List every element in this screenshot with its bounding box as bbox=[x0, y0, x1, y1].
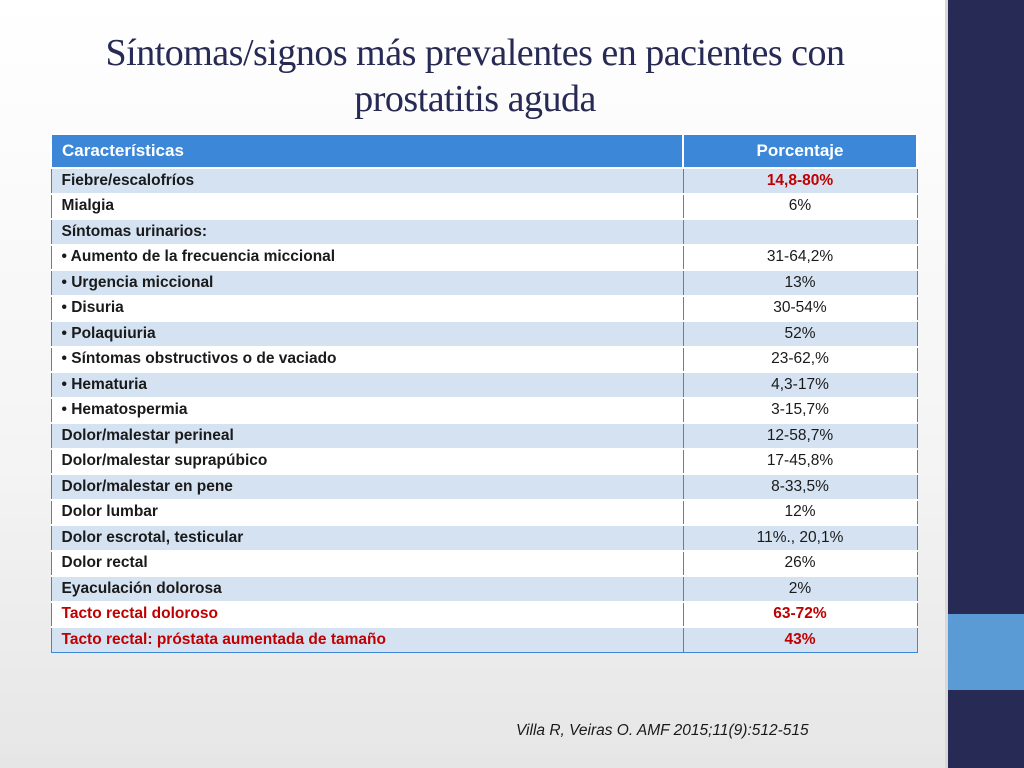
table-row: Tacto rectal doloroso 63-72% bbox=[50, 600, 918, 628]
row-percentage: 8-33,5% bbox=[682, 473, 918, 501]
row-percentage: 12% bbox=[682, 498, 918, 526]
table-row: Dolor/malestar perineal 12-58,7% bbox=[50, 422, 918, 450]
row-percentage: 17-45,8% bbox=[682, 447, 918, 475]
citation-reference: Villa R, Veiras O. AMF 2015;11(9):512-51… bbox=[516, 722, 809, 739]
table-row: Dolor/malestar en pene 8-33,5% bbox=[50, 473, 918, 501]
table-row: Eyaculación dolorosa 2% bbox=[50, 575, 918, 603]
table-row: Dolor rectal 26% bbox=[50, 549, 918, 577]
row-percentage: 6% bbox=[682, 192, 918, 220]
table-row: • Síntomas obstructivos o de vaciado 23-6… bbox=[50, 345, 918, 373]
row-characteristic: Tacto rectal: próstata aumentada de tama… bbox=[50, 626, 684, 653]
table-row: • Disuria 30-54% bbox=[50, 294, 918, 322]
table-row: Síntomas urinarios: bbox=[50, 218, 918, 246]
table-row: • Hematospermia 3-15,7% bbox=[50, 396, 918, 424]
row-characteristic: Dolor escrotal, testicular bbox=[50, 524, 684, 552]
row-percentage: 14,8-80% bbox=[682, 167, 918, 195]
table-row: • Urgencia miccional 13% bbox=[50, 269, 918, 297]
row-characteristic: Síntomas urinarios: bbox=[50, 218, 684, 246]
row-characteristic: Mialgia bbox=[50, 192, 684, 220]
symptoms-table-container: Características Porcentaje Fiebre/escalo… bbox=[50, 133, 918, 653]
row-characteristic: • Síntomas obstructivos o de vaciado bbox=[50, 345, 684, 373]
table-row: Fiebre/escalofríos 14,8-80% bbox=[50, 167, 918, 195]
row-characteristic: Tacto rectal doloroso bbox=[50, 600, 684, 628]
row-characteristic: • Aumento de la frecuencia miccional bbox=[50, 243, 684, 271]
sidebar-edge bbox=[945, 0, 948, 768]
row-characteristic: Dolor rectal bbox=[50, 549, 684, 577]
row-percentage: 52% bbox=[682, 320, 918, 348]
row-percentage: 31-64,2% bbox=[682, 243, 918, 271]
row-characteristic: • Hematospermia bbox=[50, 396, 684, 424]
slide-title: Síntomas/signos más prevalentes en pacie… bbox=[105, 32, 846, 120]
row-percentage: 26% bbox=[682, 549, 918, 577]
row-characteristic: • Hematuria bbox=[50, 371, 684, 399]
row-percentage: 4,3-17% bbox=[682, 371, 918, 399]
table-row: • Hematuria 4,3-17% bbox=[50, 371, 918, 399]
table-row: Dolor lumbar 12% bbox=[50, 498, 918, 526]
row-characteristic: Fiebre/escalofríos bbox=[50, 167, 684, 195]
row-percentage: 23-62,% bbox=[682, 345, 918, 373]
row-characteristic: • Polaquiuria bbox=[50, 320, 684, 348]
header-percentage: Porcentaje bbox=[682, 133, 918, 169]
table-row: Tacto rectal: próstata aumentada de tama… bbox=[50, 626, 918, 653]
row-percentage: 3-15,7% bbox=[682, 396, 918, 424]
row-percentage: 2% bbox=[682, 575, 918, 603]
row-percentage bbox=[682, 218, 918, 246]
table-row: Mialgia 6% bbox=[50, 192, 918, 220]
row-percentage: 63-72% bbox=[682, 600, 918, 628]
row-percentage: 43% bbox=[682, 626, 918, 653]
table-row: Dolor/malestar suprapúbico 17-45,8% bbox=[50, 447, 918, 475]
row-characteristic: Eyaculación dolorosa bbox=[50, 575, 684, 603]
sidebar-accent-block bbox=[948, 614, 1024, 690]
row-percentage: 11%., 20,1% bbox=[682, 524, 918, 552]
table-body: Fiebre/escalofríos 14,8-80% Mialgia 6% Sínto… bbox=[50, 167, 918, 653]
row-characteristic: Dolor/malestar perineal bbox=[50, 422, 684, 450]
table-header-row: Características Porcentaje bbox=[50, 133, 918, 169]
table-row: • Polaquiuria 52% bbox=[50, 320, 918, 348]
row-characteristic: • Urgencia miccional bbox=[50, 269, 684, 297]
row-characteristic: Dolor lumbar bbox=[50, 498, 684, 526]
row-percentage: 30-54% bbox=[682, 294, 918, 322]
row-characteristic: • Disuria bbox=[50, 294, 684, 322]
table-row: • Aumento de la frecuencia miccional 31-6… bbox=[50, 243, 918, 271]
header-characteristics: Características bbox=[50, 133, 684, 169]
symptoms-table: Características Porcentaje Fiebre/escalo… bbox=[50, 133, 918, 653]
row-characteristic: Dolor/malestar suprapúbico bbox=[50, 447, 684, 475]
row-percentage: 12-58,7% bbox=[682, 422, 918, 450]
table-row: Dolor escrotal, testicular 11%., 20,1% bbox=[50, 524, 918, 552]
row-percentage: 13% bbox=[682, 269, 918, 297]
row-characteristic: Dolor/malestar en pene bbox=[50, 473, 684, 501]
